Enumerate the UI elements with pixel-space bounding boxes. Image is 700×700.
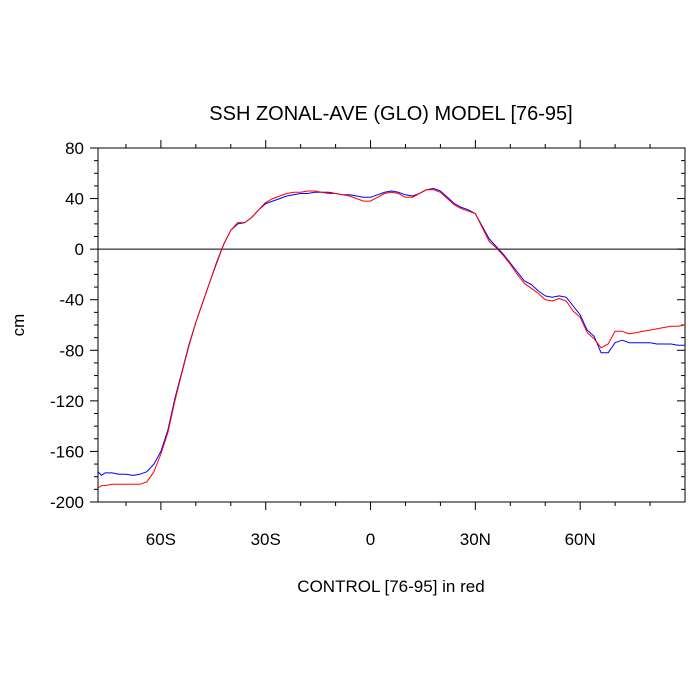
y-tick-label: -160 bbox=[50, 442, 84, 461]
series-line-blue bbox=[97, 188, 685, 476]
y-tick-label: -40 bbox=[59, 291, 84, 310]
plot-frame bbox=[97, 147, 686, 503]
x-tick-label: 30N bbox=[460, 530, 491, 549]
y-axis-label: cm bbox=[9, 314, 28, 337]
y-tick-label: 80 bbox=[65, 139, 84, 158]
series-lines bbox=[97, 188, 686, 489]
y-tick-label: -80 bbox=[59, 341, 84, 360]
plot-area bbox=[97, 147, 686, 503]
x-tick-label: 30S bbox=[251, 530, 281, 549]
y-tick-label: 0 bbox=[75, 240, 84, 259]
x-tick-label: 60S bbox=[146, 530, 176, 549]
series-line-red bbox=[97, 189, 686, 489]
y-tick-label: -200 bbox=[50, 493, 84, 512]
x-tick-label: 60N bbox=[565, 530, 596, 549]
tick-labels: 80 40 0 -40 -80 -120 -160 -200 60S 30S 0 30N 60N bbox=[50, 139, 596, 549]
axis-ticks bbox=[90, 140, 685, 510]
y-tick-label: 40 bbox=[65, 190, 84, 209]
x-tick-label: 0 bbox=[366, 530, 375, 549]
x-axis-label: CONTROL [76-95] in red bbox=[297, 577, 484, 596]
chart-title: SSH ZONAL-AVE (GLO) MODEL [76-95] bbox=[209, 103, 572, 125]
y-tick-label: -120 bbox=[50, 392, 84, 411]
